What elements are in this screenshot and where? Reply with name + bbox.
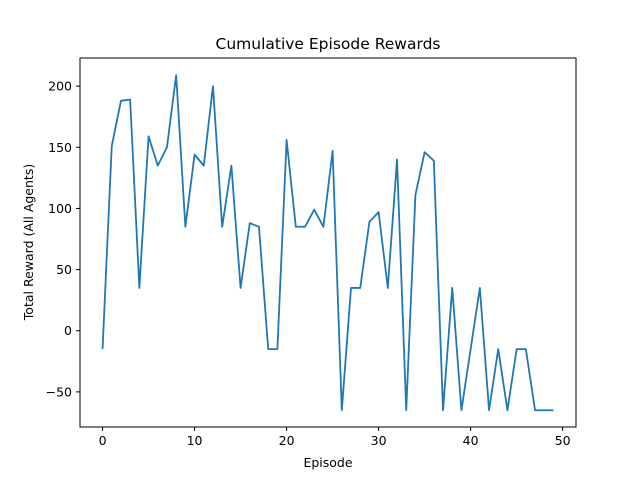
y-tick-label: 0 xyxy=(64,323,72,338)
y-axis-label: Total Reward (All Agents) xyxy=(21,164,36,321)
y-tick-label: 100 xyxy=(48,201,72,216)
y-tick-label: 50 xyxy=(56,262,72,277)
y-tick-label: 150 xyxy=(48,140,72,155)
x-tick-label: 20 xyxy=(279,433,295,448)
x-axis-ticks: 0 10 20 30 40 50 xyxy=(99,427,571,448)
plot-area: 0 10 20 30 40 50 −50 0 50 100 150 200 xyxy=(46,57,577,448)
x-tick-label: 0 xyxy=(99,433,107,448)
y-tick-label: −50 xyxy=(46,384,72,399)
x-tick-label: 10 xyxy=(187,433,203,448)
x-tick-label: 50 xyxy=(555,433,571,448)
plot-frame xyxy=(79,57,577,428)
y-axis-ticks: −50 0 50 100 150 200 xyxy=(46,79,80,399)
x-tick-label: 30 xyxy=(371,433,387,448)
x-axis-label: Episode xyxy=(303,455,352,470)
y-tick-label: 200 xyxy=(48,79,72,94)
x-tick-label: 40 xyxy=(463,433,479,448)
series-line xyxy=(101,74,554,412)
chart-title: Cumulative Episode Rewards xyxy=(216,35,441,53)
